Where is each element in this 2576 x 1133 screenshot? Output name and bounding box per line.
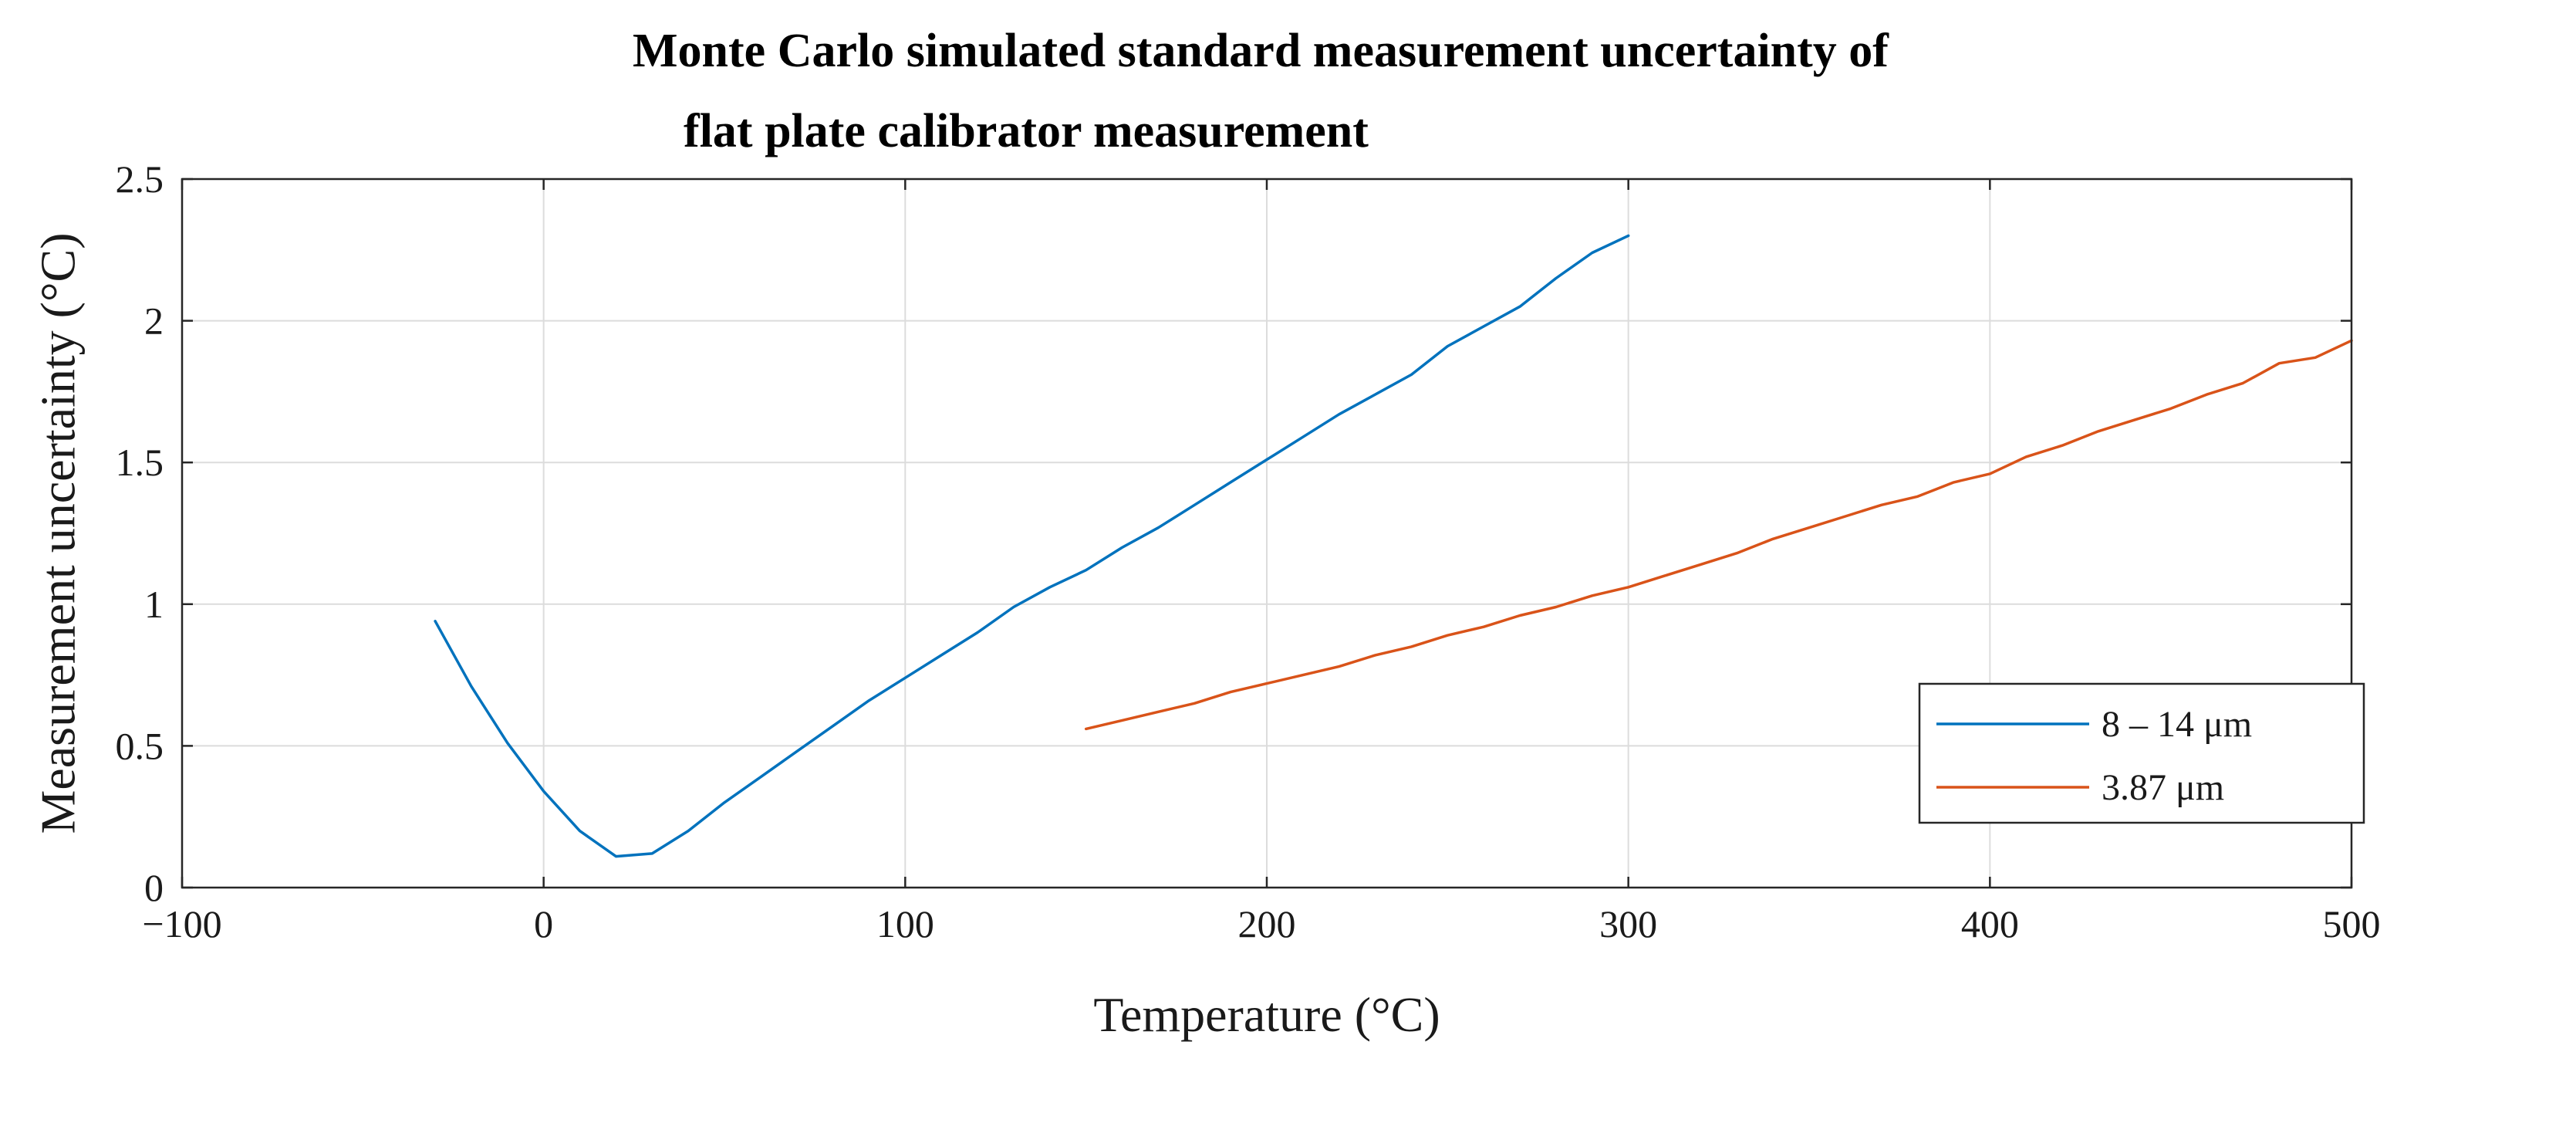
x-tick-label: 0 <box>534 902 553 945</box>
grid <box>182 179 2351 888</box>
x-tick-label: 300 <box>1599 902 1657 945</box>
y-tick-label: 0.5 <box>116 724 164 767</box>
chart-title-line-1: Monte Carlo simulated standard measureme… <box>633 25 1889 77</box>
x-tick-label: 100 <box>876 902 934 945</box>
series-line-1 <box>434 234 1630 858</box>
legend-box <box>1918 682 2365 824</box>
legend-label-2: 3.87 μm <box>2102 767 2224 808</box>
plot-lines <box>434 234 2353 858</box>
chart-title: Monte Carlo simulated standard measureme… <box>633 25 1889 157</box>
x-axis-label: Temperature (°C) <box>1093 987 1440 1042</box>
y-tick-label: 2 <box>144 299 164 343</box>
chart-title-line-2: flat plate calibrator measurement <box>684 105 1369 157</box>
y-tick-label: 1 <box>144 583 164 626</box>
x-tick-label: 400 <box>1961 902 2019 945</box>
y-tick-label: 2.5 <box>116 157 164 201</box>
legend: 8 – 14 μm 3.87 μm <box>1918 682 2365 824</box>
y-tick-label: 1.5 <box>116 441 164 484</box>
y-tick-label: 0 <box>144 866 164 909</box>
series-line-2 <box>1084 339 2353 731</box>
x-tick-label: 500 <box>2323 902 2381 945</box>
x-tick-label: 200 <box>1238 902 1296 945</box>
legend-label-1: 8 – 14 μm <box>2102 704 2252 745</box>
x-tick-label: −100 <box>142 902 221 945</box>
y-axis-label: Measurement uncertainty (°C) <box>31 232 86 834</box>
